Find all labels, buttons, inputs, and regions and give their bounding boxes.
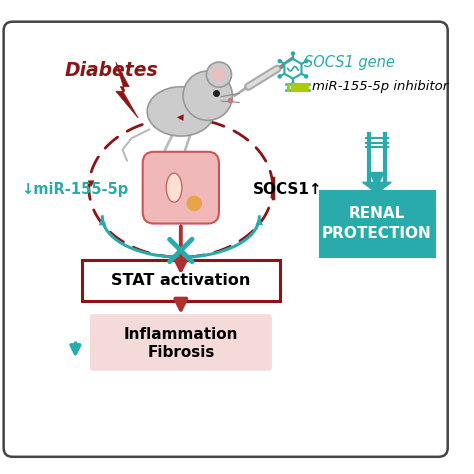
Polygon shape — [363, 182, 391, 193]
Text: Inflammation: Inflammation — [124, 327, 238, 342]
Ellipse shape — [166, 173, 182, 202]
Circle shape — [278, 75, 282, 78]
Text: Diabetes: Diabetes — [64, 61, 158, 80]
Ellipse shape — [147, 87, 214, 136]
Text: ↓miR-155-5p: ↓miR-155-5p — [22, 182, 129, 197]
Circle shape — [183, 71, 232, 120]
FancyBboxPatch shape — [90, 314, 272, 371]
Circle shape — [206, 62, 231, 87]
Polygon shape — [284, 59, 301, 79]
FancyBboxPatch shape — [4, 22, 448, 457]
FancyBboxPatch shape — [320, 191, 434, 256]
Text: miR-155-5p inhibitor: miR-155-5p inhibitor — [312, 80, 448, 93]
FancyBboxPatch shape — [143, 152, 219, 224]
FancyBboxPatch shape — [82, 260, 280, 301]
Circle shape — [305, 60, 308, 63]
Circle shape — [305, 75, 308, 78]
Text: STAT activation: STAT activation — [111, 273, 250, 288]
Text: SOCS1 gene: SOCS1 gene — [304, 55, 395, 70]
Text: Fibrosis: Fibrosis — [147, 345, 215, 360]
Circle shape — [278, 60, 282, 63]
Text: SOCS1↑: SOCS1↑ — [253, 182, 322, 197]
Circle shape — [292, 52, 294, 55]
Circle shape — [212, 67, 226, 82]
Circle shape — [292, 82, 294, 86]
Text: RENAL
PROTECTION: RENAL PROTECTION — [322, 207, 432, 241]
Polygon shape — [116, 62, 138, 118]
Ellipse shape — [186, 195, 202, 211]
